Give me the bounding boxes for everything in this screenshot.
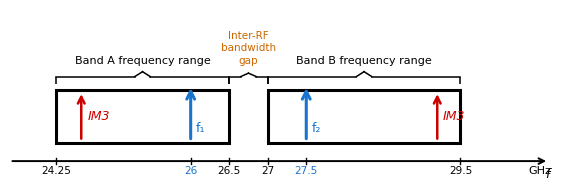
Text: 24.25: 24.25 [41, 166, 71, 176]
Text: 27.5: 27.5 [294, 166, 318, 176]
Bar [56, 90, 229, 143]
Text: f₂: f₂ [312, 122, 321, 134]
Bar [267, 90, 460, 143]
Text: Band A frequency range: Band A frequency range [75, 56, 211, 65]
Text: 29.5: 29.5 [449, 166, 472, 176]
Text: Inter-RF
bandwidth
gap: Inter-RF bandwidth gap [221, 31, 276, 65]
Text: 26.5: 26.5 [218, 166, 241, 176]
Text: f: f [545, 169, 550, 181]
Text: IM3: IM3 [87, 110, 110, 123]
Text: IM3: IM3 [443, 110, 465, 123]
Text: GHz: GHz [528, 166, 551, 176]
Text: 27: 27 [261, 166, 274, 176]
Text: f₁: f₁ [196, 122, 205, 134]
Text: 26: 26 [184, 166, 197, 176]
Text: Band B frequency range: Band B frequency range [296, 56, 432, 65]
